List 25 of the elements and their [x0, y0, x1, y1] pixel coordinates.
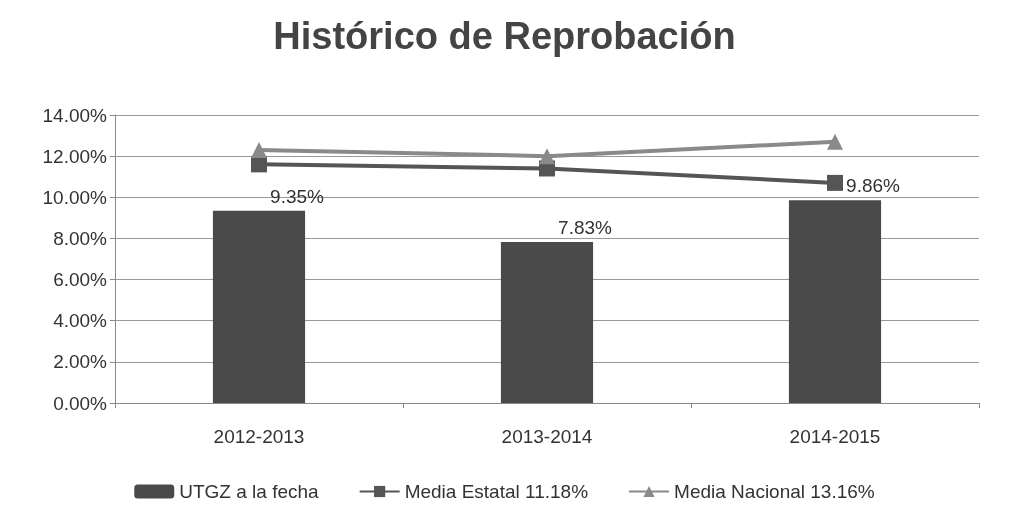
data-label: 9.35% [270, 185, 325, 207]
y-tick-label: 0.00% [53, 392, 108, 414]
y-tick-label: 6.00% [53, 269, 108, 291]
y-tick-label: 4.00% [53, 310, 108, 332]
y-tick-label: 10.00% [42, 186, 108, 208]
y-tick-label: 2.00% [53, 351, 108, 373]
data-label: 9.86% [846, 175, 901, 197]
legend-label: UTGZ a la fecha [179, 481, 320, 502]
legend-label: Media Nacional 13.16% [674, 481, 875, 502]
point [539, 148, 555, 165]
point [827, 133, 843, 150]
bar [500, 241, 594, 403]
y-tick-label: 12.00% [42, 145, 108, 167]
point [827, 174, 843, 191]
x-tick-label: 2012-2013 [213, 426, 305, 447]
bar [212, 210, 306, 403]
chart-title: Histórico de Reprobación [273, 15, 736, 57]
x-tick-label: 2013-2014 [501, 426, 593, 447]
y-tick-label: 14.00% [42, 104, 108, 126]
bar [788, 200, 882, 403]
data-label: 7.83% [558, 216, 613, 238]
point [251, 141, 267, 158]
legend-label: Media Estatal 11.18% [404, 481, 589, 502]
y-tick-label: 8.00% [53, 227, 108, 249]
x-tick-label: 2014-2015 [789, 426, 881, 447]
